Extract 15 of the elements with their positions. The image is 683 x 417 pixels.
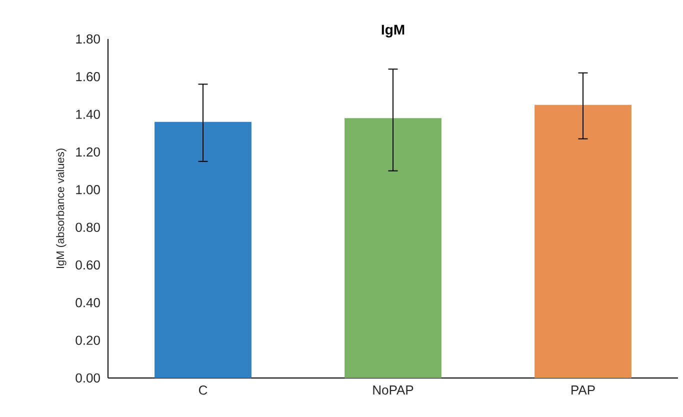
y-axis-title: IgM (absorbance values) [56, 148, 66, 268]
y-tick-label: 1.00 [76, 185, 100, 194]
y-tick-label: 0.00 [76, 373, 100, 383]
y-tick-label: 1.20 [76, 147, 100, 157]
y-tick-label: 1.40 [76, 110, 100, 119]
y-tick-label: 0.80 [76, 222, 100, 232]
x-tick-label: PAP [572, 386, 595, 394]
y-tick-label: 1.80 [76, 34, 100, 44]
x-tick-label: C [198, 386, 208, 395]
y-tick-label: 1.60 [76, 72, 100, 82]
y-tick-label: 0.40 [76, 298, 100, 308]
chart-title: IgM [382, 24, 404, 38]
y-tick-label: 0.20 [76, 336, 100, 345]
y-tick-label: 0.60 [76, 260, 100, 270]
x-tick-label: NoPAP [373, 386, 414, 395]
